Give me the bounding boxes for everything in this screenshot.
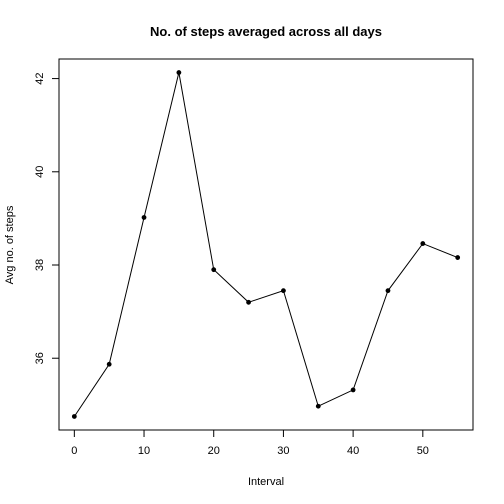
data-point — [385, 288, 391, 294]
data-point — [420, 241, 426, 246]
x-tick-label: 50 — [417, 445, 429, 457]
plot-frame — [58, 58, 474, 431]
x-tick-label: 0 — [71, 445, 77, 457]
series-line — [73, 72, 458, 417]
series-layer — [71, 70, 461, 419]
data-point — [315, 403, 321, 409]
x-tick-label: 40 — [347, 445, 359, 457]
data-point — [71, 414, 77, 419]
data-point — [141, 215, 147, 220]
x-tick-label: 20 — [208, 445, 220, 457]
y-tick-label: 40 — [34, 166, 46, 178]
x-tick-label: 10 — [138, 445, 150, 457]
y-tick-label: 38 — [34, 259, 46, 271]
x-axis-label: Interval — [248, 476, 284, 488]
data-point — [211, 267, 217, 273]
x-axis: 0 10 20 30 40 50 — [71, 429, 429, 457]
y-axis: 36 38 40 42 — [34, 72, 60, 364]
y-tick-label: 42 — [34, 72, 46, 84]
x-tick-label: 30 — [277, 445, 289, 457]
y-axis-label: Avg no. of steps — [4, 205, 16, 284]
data-point — [246, 299, 251, 305]
data-point — [106, 361, 112, 367]
y-tick-label: 36 — [34, 352, 46, 364]
data-point — [281, 288, 286, 294]
data-point — [455, 255, 461, 260]
data-point — [350, 387, 356, 393]
data-point — [176, 70, 182, 75]
chart-title: No. of steps averaged across all days — [150, 24, 382, 39]
